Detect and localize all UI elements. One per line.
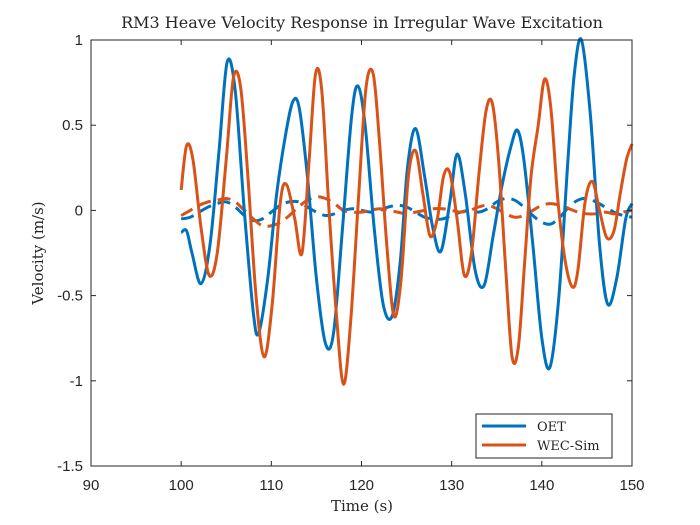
legend-label-oet: OET <box>537 420 566 435</box>
y-tick-label: -1 <box>70 373 83 390</box>
y-tick-label: -0.5 <box>57 288 83 305</box>
legend: OET WEC-Sim <box>475 413 613 459</box>
chart-title: RM3 Heave Velocity Response in Irregular… <box>121 13 603 32</box>
x-tick-label: 140 <box>529 477 554 494</box>
x-tick-label: 100 <box>169 477 194 494</box>
x-tick-label: 120 <box>349 477 374 494</box>
legend-box <box>475 413 613 459</box>
x-tick-label: 90 <box>83 477 100 494</box>
x-tick-label: 150 <box>619 477 644 494</box>
x-axis-label: Time (s) <box>331 497 393 515</box>
series-line-wec-sim <box>179 66 634 386</box>
axis-ticks: 90 100 110 120 130 140 150 -1.5 -1 -0.5 0 0.5 1 <box>57 32 644 494</box>
plot-area <box>179 37 634 386</box>
legend-label-wec-sim: WEC-Sim <box>537 439 600 454</box>
y-tick-label: 0 <box>75 202 83 219</box>
x-tick-label: 130 <box>439 477 464 494</box>
y-tick-label: -1.5 <box>57 458 83 475</box>
x-tick-label: 110 <box>259 477 283 494</box>
y-tick-label: 0.5 <box>62 117 83 134</box>
y-axis-label: Velocity (m/s) <box>29 201 47 305</box>
series-line-oet <box>180 37 634 371</box>
y-tick-label: 1 <box>75 32 83 49</box>
